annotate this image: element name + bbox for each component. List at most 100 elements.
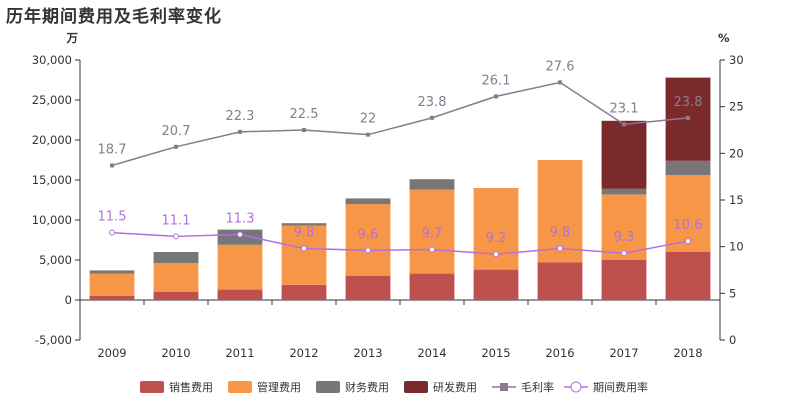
data-label-期间费用率: 11.3 bbox=[226, 212, 255, 227]
point-期间费用率 bbox=[301, 245, 307, 252]
right-tick-label: 0 bbox=[729, 333, 736, 347]
point-毛利率 bbox=[430, 115, 434, 120]
x-tick-label: 2016 bbox=[545, 346, 574, 360]
point-期间费用率 bbox=[173, 233, 179, 240]
point-毛利率 bbox=[238, 129, 242, 134]
legend-swatch-管理费用 bbox=[228, 381, 252, 393]
bar-财务费用 bbox=[153, 252, 199, 264]
data-label-毛利率: 23.8 bbox=[674, 95, 703, 110]
bar-财务费用 bbox=[89, 270, 135, 274]
right-tick-label: 20 bbox=[729, 146, 744, 160]
point-期间费用率 bbox=[621, 250, 627, 257]
legend-label-研发费用: 研发费用 bbox=[433, 380, 477, 394]
bar-财务费用 bbox=[345, 198, 391, 204]
bar-管理费用 bbox=[153, 263, 199, 292]
x-tick-label: 2013 bbox=[353, 346, 382, 360]
x-tick-label: 2010 bbox=[161, 346, 190, 360]
x-tick-label: 2011 bbox=[225, 346, 254, 360]
point-期间费用率 bbox=[365, 247, 371, 254]
right-tick-label: 30 bbox=[729, 53, 744, 67]
bar-管理费用 bbox=[473, 188, 519, 270]
data-label-期间费用率: 9.2 bbox=[486, 231, 507, 246]
left-tick-label: 10,000 bbox=[32, 213, 72, 227]
left-unit-label: 万 bbox=[66, 31, 79, 45]
point-毛利率 bbox=[622, 122, 626, 127]
bar-管理费用 bbox=[345, 204, 391, 276]
data-label-毛利率: 26.1 bbox=[482, 73, 511, 88]
data-label-毛利率: 27.6 bbox=[546, 59, 575, 74]
data-label-毛利率: 23.8 bbox=[418, 95, 447, 110]
point-毛利率 bbox=[302, 128, 306, 132]
legend-marker-期间费用率 bbox=[570, 381, 582, 393]
legend-label-期间费用率: 期间费用率 bbox=[593, 380, 648, 394]
bar-销售费用 bbox=[153, 292, 199, 300]
legend-label-管理费用: 管理费用 bbox=[257, 380, 301, 394]
data-label-毛利率: 20.7 bbox=[162, 124, 191, 139]
x-tick-label: 2018 bbox=[673, 346, 702, 360]
bar-研发费用 bbox=[601, 120, 647, 189]
legend-label-财务费用: 财务费用 bbox=[345, 380, 389, 394]
point-期间费用率 bbox=[493, 251, 499, 258]
data-label-期间费用率: 11.1 bbox=[162, 213, 191, 228]
data-label-毛利率: 18.7 bbox=[98, 142, 127, 157]
bar-销售费用 bbox=[89, 296, 135, 300]
right-tick-label: 5 bbox=[729, 286, 736, 300]
x-tick-label: 2017 bbox=[609, 346, 638, 360]
point-期间费用率 bbox=[429, 246, 435, 253]
bar-管理费用 bbox=[537, 160, 583, 263]
x-tick-label: 2015 bbox=[481, 346, 510, 360]
right-unit-label: % bbox=[718, 31, 730, 45]
left-tick-label: -5,000 bbox=[35, 333, 72, 347]
data-label-毛利率: 22.5 bbox=[290, 107, 319, 122]
bar-销售费用 bbox=[473, 269, 519, 300]
left-tick-label: 20,000 bbox=[32, 133, 72, 147]
bar-销售费用 bbox=[601, 260, 647, 300]
point-期间费用率 bbox=[557, 245, 563, 252]
bar-销售费用 bbox=[345, 276, 391, 300]
bar-销售费用 bbox=[217, 289, 263, 300]
bar-管理费用 bbox=[601, 194, 647, 260]
data-label-期间费用率: 9.8 bbox=[294, 226, 315, 241]
point-毛利率 bbox=[366, 132, 370, 137]
data-label-期间费用率: 10.6 bbox=[674, 218, 703, 233]
point-毛利率 bbox=[686, 115, 690, 120]
legend-marker-毛利率 bbox=[500, 383, 508, 391]
point-毛利率 bbox=[174, 144, 178, 149]
bar-销售费用 bbox=[537, 262, 583, 300]
data-label-期间费用率: 9.3 bbox=[614, 230, 635, 245]
x-tick-label: 2012 bbox=[289, 346, 318, 360]
legend-swatch-销售费用 bbox=[140, 381, 164, 393]
point-毛利率 bbox=[110, 163, 114, 168]
left-tick-label: 5,000 bbox=[39, 253, 72, 267]
right-tick-label: 15 bbox=[729, 193, 744, 207]
right-tick-label: 10 bbox=[729, 240, 744, 254]
point-期间费用率 bbox=[685, 238, 691, 245]
bar-财务费用 bbox=[473, 300, 519, 301]
legend-swatch-财务费用 bbox=[316, 381, 340, 393]
bar-财务费用 bbox=[281, 223, 327, 226]
data-label-毛利率: 23.1 bbox=[610, 101, 639, 116]
line-毛利率 bbox=[111, 81, 689, 167]
point-毛利率 bbox=[494, 94, 498, 99]
point-毛利率 bbox=[558, 80, 562, 85]
data-label-期间费用率: 9.6 bbox=[358, 227, 379, 242]
left-tick-label: 15,000 bbox=[32, 173, 72, 187]
legend-label-毛利率: 毛利率 bbox=[521, 380, 554, 394]
chart-title: 历年期间费用及毛利率变化 bbox=[6, 7, 222, 27]
point-期间费用率 bbox=[237, 231, 243, 238]
x-tick-label: 2009 bbox=[97, 346, 126, 360]
x-tick-label: 2014 bbox=[417, 346, 446, 360]
data-label-期间费用率: 9.7 bbox=[422, 226, 443, 241]
bar-管理费用 bbox=[409, 189, 455, 274]
left-tick-label: 0 bbox=[65, 293, 72, 307]
bar-财务费用 bbox=[409, 179, 455, 190]
bar-管理费用 bbox=[281, 225, 327, 285]
bar-管理费用 bbox=[217, 244, 263, 290]
bar-管理费用 bbox=[89, 273, 135, 296]
bar-销售费用 bbox=[281, 284, 327, 300]
bar-销售费用 bbox=[665, 252, 711, 300]
data-label-期间费用率: 9.8 bbox=[550, 226, 571, 241]
data-label-毛利率: 22 bbox=[360, 112, 377, 127]
legend-label-销售费用: 销售费用 bbox=[169, 380, 213, 394]
